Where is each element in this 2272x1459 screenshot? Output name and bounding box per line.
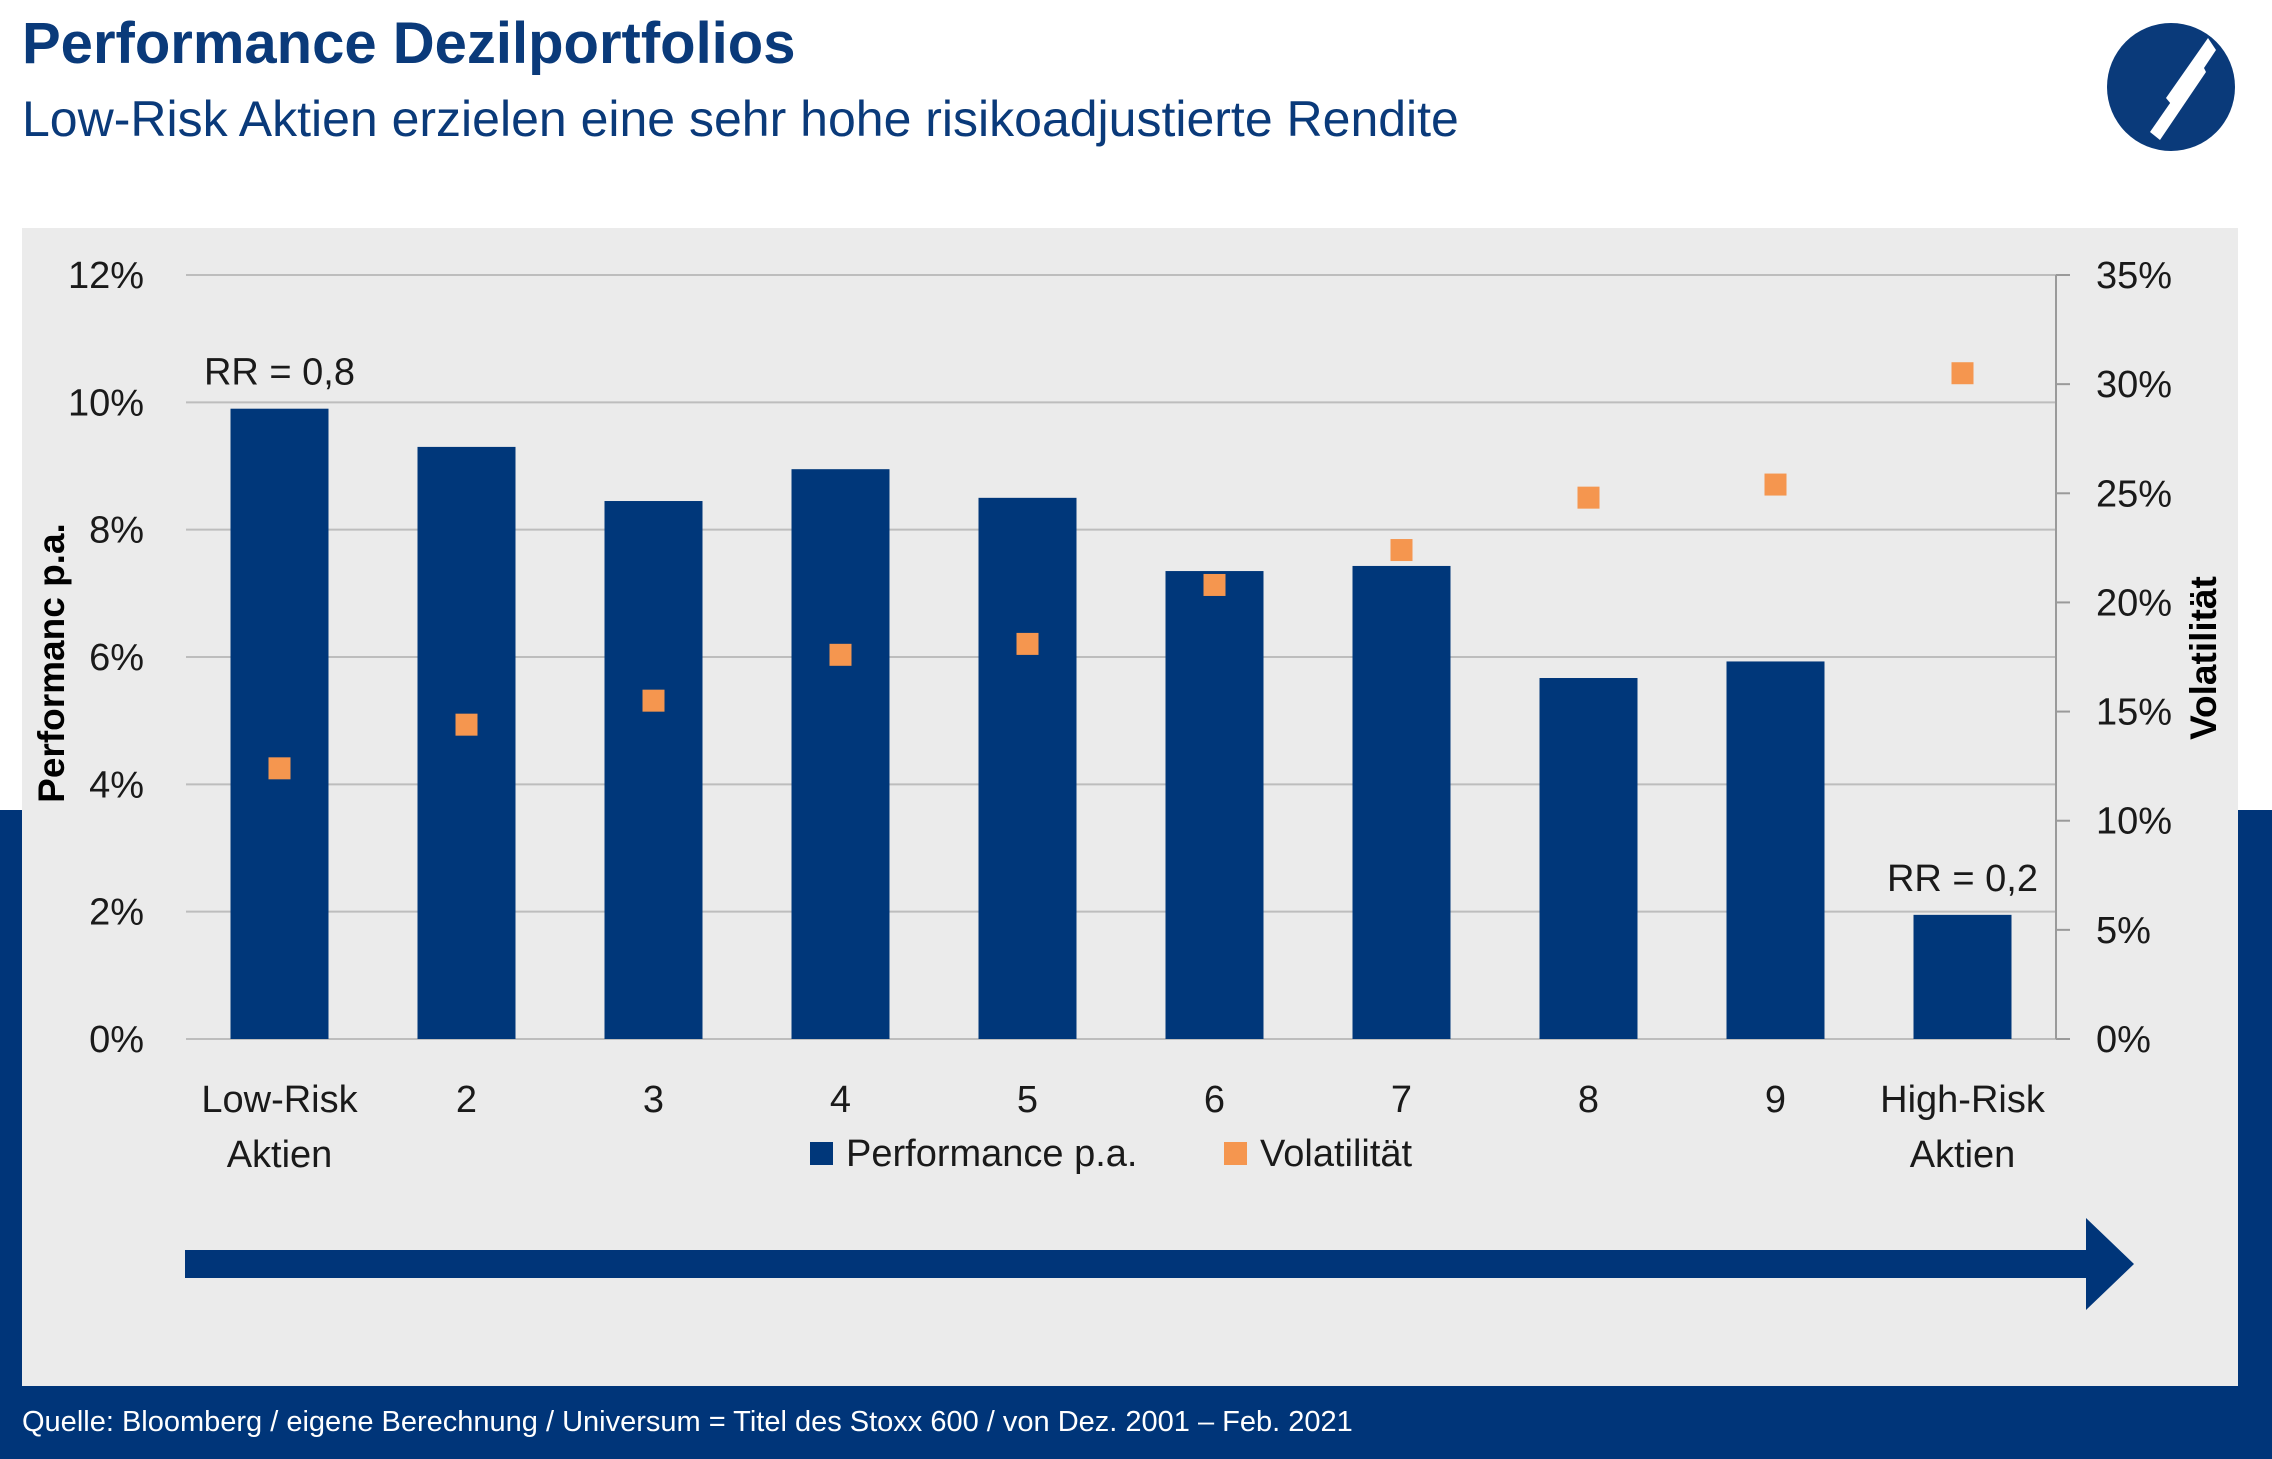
performance-bar bbox=[978, 497, 1077, 1039]
volatility-point bbox=[268, 757, 291, 780]
x-tick-label: 5 bbox=[1017, 1079, 1038, 1121]
legend-label: Performance p.a. bbox=[846, 1133, 1137, 1175]
legend-swatch bbox=[1224, 1142, 1247, 1165]
y-tick-label: 4% bbox=[89, 764, 144, 806]
performance-bar bbox=[791, 469, 890, 1039]
volatility-point bbox=[1203, 573, 1226, 596]
volatility-point bbox=[1577, 486, 1600, 509]
performance-bar bbox=[1539, 678, 1638, 1039]
x-tick-label: 2 bbox=[456, 1079, 477, 1121]
y2-tick-label: 0% bbox=[2096, 1019, 2151, 1061]
source-note: Quelle: Bloomberg / eigene Berechnung / … bbox=[22, 1406, 1353, 1438]
page-title: Performance Dezilportfolios bbox=[22, 11, 796, 76]
y2-tick-label: 25% bbox=[2096, 473, 2172, 515]
y2-tick-label: 5% bbox=[2096, 910, 2151, 952]
performance-bar bbox=[1913, 914, 2012, 1039]
x-tick-label: 9 bbox=[1765, 1079, 1786, 1121]
performance-bar bbox=[1165, 571, 1264, 1039]
y-tick-label: 10% bbox=[68, 382, 144, 424]
company-logo-icon bbox=[2107, 23, 2235, 151]
legend-swatch bbox=[810, 1142, 833, 1165]
rr-annotation: RR = 0,8 bbox=[204, 352, 355, 394]
x-tick-label: Low-Risk bbox=[201, 1079, 358, 1121]
legend-label: Volatilität bbox=[1260, 1133, 1413, 1175]
page-subtitle: Low-Risk Aktien erzielen eine sehr hohe … bbox=[22, 91, 1459, 147]
performance-bar bbox=[604, 501, 703, 1039]
x-tick-label: Aktien bbox=[227, 1134, 333, 1176]
y2-tick-label: 15% bbox=[2096, 692, 2172, 734]
volatility-point bbox=[455, 713, 478, 736]
rr-annotation: RR = 0,2 bbox=[1887, 858, 2038, 900]
performance-bar bbox=[1352, 565, 1451, 1039]
x-tick-label: 4 bbox=[830, 1079, 851, 1121]
y2-tick-label: 35% bbox=[2096, 255, 2172, 297]
performance-bar bbox=[1726, 661, 1825, 1039]
volatility-point bbox=[1016, 632, 1039, 655]
x-tick-label: 6 bbox=[1204, 1079, 1225, 1121]
volatility-point bbox=[1390, 539, 1413, 562]
y-tick-label: 8% bbox=[89, 510, 144, 552]
volatility-point bbox=[1951, 362, 1974, 385]
performance-bar bbox=[230, 408, 329, 1039]
y-tick-label: 6% bbox=[89, 637, 144, 679]
x-tick-label: Aktien bbox=[1910, 1134, 2016, 1176]
y-axis-title: Performanc p.a. bbox=[31, 523, 72, 803]
y2-tick-label: 20% bbox=[2096, 582, 2172, 624]
x-tick-label: 3 bbox=[643, 1079, 664, 1121]
y2-tick-label: 30% bbox=[2096, 364, 2172, 406]
x-tick-label: 8 bbox=[1578, 1079, 1599, 1121]
x-tick-label: 7 bbox=[1391, 1079, 1412, 1121]
y-tick-label: 12% bbox=[68, 255, 144, 297]
volatility-point bbox=[829, 643, 852, 666]
chart-panel: 0% 2% 4% 6% 8% 10% 12% 0% 5% 10% 15% 20% 25% 30% 35% Pe… bbox=[22, 228, 2238, 1386]
chart: 0% 2% 4% 6% 8% 10% 12% 0% 5% 10% 15% 20% 25% 30% 35% Pe… bbox=[31, 255, 2224, 1310]
y-tick-label: 0% bbox=[89, 1019, 144, 1061]
risk-arrow-icon bbox=[185, 1218, 2134, 1310]
y2-axis-title: Volatilität bbox=[2183, 576, 2224, 740]
performance-bar bbox=[417, 446, 516, 1039]
y-tick-label: 2% bbox=[89, 892, 144, 934]
volatility-point bbox=[642, 689, 665, 712]
x-tick-label: High-Risk bbox=[1880, 1079, 2046, 1121]
y2-tick-label: 10% bbox=[2096, 801, 2172, 843]
volatility-point bbox=[1764, 473, 1787, 496]
